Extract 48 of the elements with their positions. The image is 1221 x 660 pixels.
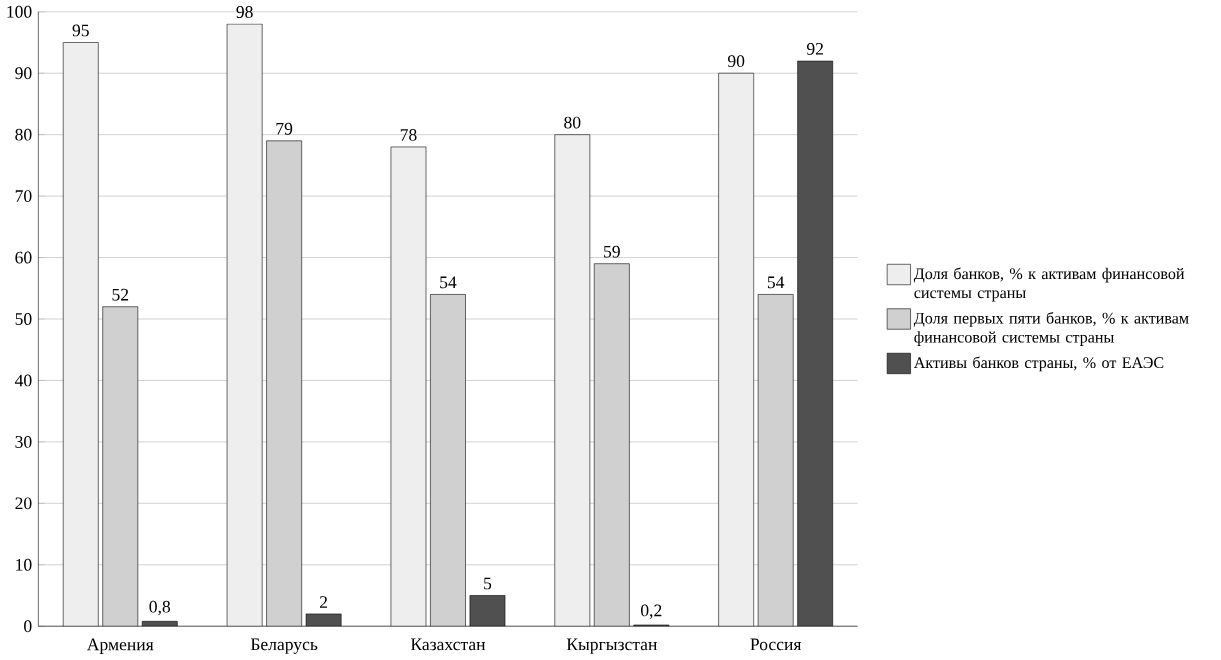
- y-tick-label: 90: [15, 67, 32, 80]
- y-tick-label: 30: [15, 436, 32, 448]
- bar: [554, 134, 590, 627]
- bar: [63, 42, 99, 627]
- data-label: 90: [727, 55, 745, 68]
- data-label: 54: [440, 276, 457, 289]
- data-label: 80: [564, 116, 581, 129]
- data-label: 98: [236, 6, 253, 19]
- bar: [797, 60, 834, 627]
- bar: [757, 294, 794, 627]
- y-tick-label: 20: [15, 497, 32, 510]
- data-label: 0,2: [641, 604, 662, 619]
- y-tick-label: 80: [15, 128, 32, 141]
- bar: [227, 24, 263, 627]
- data-label: 2: [320, 596, 328, 608]
- x-tick-label: Кыргызстан: [566, 638, 657, 654]
- data-label: 79: [276, 122, 293, 135]
- legend-label: Активы банков страны, % от ЕАЭС: [913, 356, 1164, 372]
- data-label: 78: [400, 129, 417, 141]
- y-tick-label: 10: [16, 558, 32, 571]
- data-label: 52: [112, 288, 129, 301]
- bar: [266, 140, 302, 627]
- data-label: 5: [484, 577, 492, 590]
- x-tick-label: Армения: [86, 638, 154, 655]
- y-tick-label: 100: [7, 5, 32, 18]
- data-label: 59: [604, 245, 620, 258]
- bar: [469, 595, 506, 627]
- bar: [593, 263, 630, 627]
- data-label: 0,8: [149, 600, 171, 616]
- y-tick-label: 0: [24, 620, 32, 633]
- y-tick-label: 60: [15, 251, 32, 264]
- bar: [102, 306, 139, 627]
- bar: [141, 621, 178, 627]
- data-label: 92: [806, 43, 823, 55]
- data-label: 95: [72, 24, 89, 37]
- bar: [430, 294, 466, 627]
- bar: [305, 613, 342, 627]
- bar: [390, 147, 427, 627]
- y-tick-label: 40: [14, 374, 32, 387]
- y-tick-label: 70: [15, 190, 32, 203]
- x-tick-label: Казахстан: [410, 638, 486, 651]
- data-label: 54: [767, 276, 785, 289]
- bar: [718, 73, 755, 627]
- legend-label: Доля банков, % к активам финансовой системы страны: [913, 267, 1185, 302]
- legend-label: Доля первых пяти банков, % к активам финансовой системы страны: [913, 312, 1189, 346]
- y-tick-label: 50: [15, 313, 32, 326]
- x-tick-label: Беларусь: [250, 638, 318, 654]
- x-tick-label: Россия: [750, 638, 802, 651]
